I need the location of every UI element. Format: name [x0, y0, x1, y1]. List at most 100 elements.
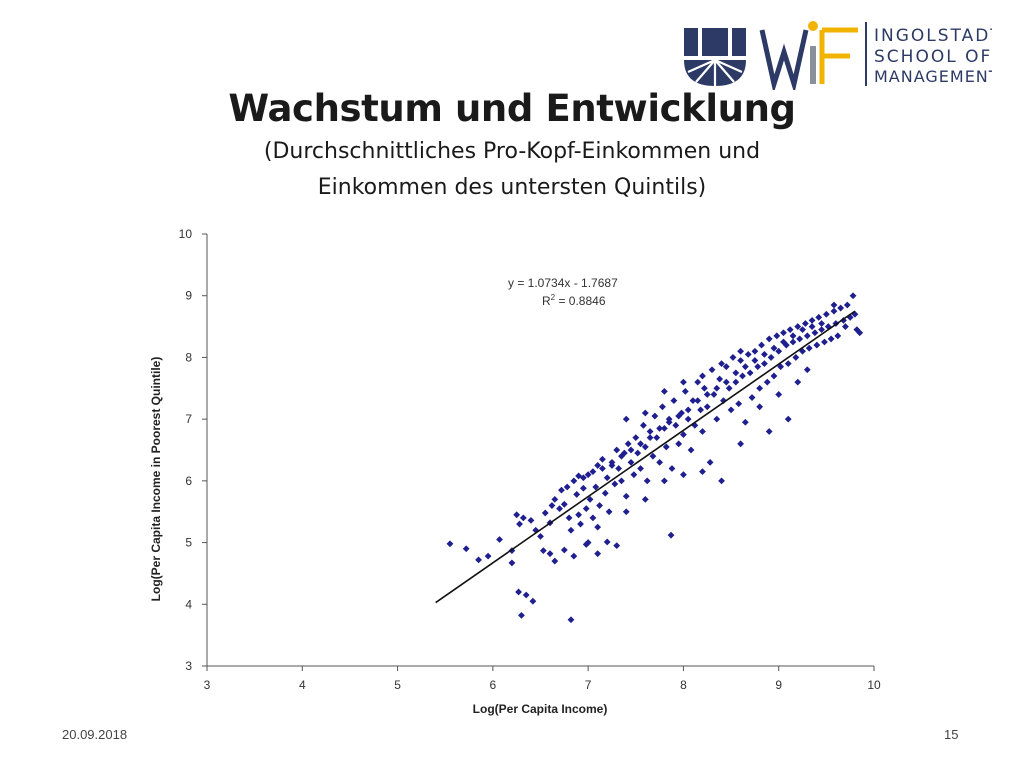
- data-point: [803, 366, 811, 374]
- data-point: [594, 462, 602, 469]
- data-point: [763, 378, 771, 386]
- data-point: [618, 477, 625, 485]
- data-point: [700, 384, 708, 392]
- data-point: [656, 425, 664, 432]
- data-point: [720, 397, 727, 405]
- data-point: [611, 480, 619, 488]
- logo-divider: [865, 22, 867, 86]
- data-point: [665, 418, 673, 426]
- data-point: [689, 397, 697, 405]
- data-point: [541, 509, 549, 517]
- data-point: [694, 397, 702, 405]
- data-point: [560, 546, 568, 554]
- data-point: [808, 323, 816, 330]
- footer-date: 20.09.2018: [62, 727, 128, 742]
- data-point: [741, 418, 749, 426]
- data-point: [516, 520, 523, 528]
- data-point: [537, 533, 544, 540]
- data-point: [808, 317, 816, 324]
- data-point: [718, 477, 725, 485]
- data-point: [770, 344, 778, 352]
- data-point: [746, 369, 754, 377]
- data-point: [519, 514, 527, 522]
- y-tick-label: 9: [185, 289, 192, 303]
- logo-text-line-1: INGOLSTADT: [874, 26, 992, 46]
- data-point: [680, 378, 687, 386]
- data-point: [567, 616, 575, 624]
- data-point: [599, 455, 606, 463]
- logo-text-line-2: SCHOOL OF: [874, 47, 992, 67]
- y-tick-label: 5: [185, 536, 192, 550]
- data-point: [722, 363, 730, 371]
- y-tick-label: 7: [185, 412, 192, 426]
- data-point: [496, 536, 503, 543]
- data-point: [805, 344, 813, 352]
- x-axis-label: Log(Per Capita Income): [473, 702, 608, 716]
- data-point: [575, 511, 583, 519]
- school-logo: INGOLSTADT SCHOOL OF MANAGEMENT: [682, 16, 992, 90]
- data-point: [710, 391, 718, 398]
- chart-axes: 3 4 5 6 7 8 9 10 3 4 5 6 7 8 9 10: [179, 227, 881, 692]
- data-point: [637, 440, 644, 448]
- data-point: [756, 384, 764, 392]
- y-tick-label: 10: [179, 227, 193, 241]
- data-point: [522, 591, 530, 599]
- data-point: [737, 357, 744, 364]
- data-point: [754, 363, 762, 371]
- data-point: [684, 406, 692, 414]
- data-point: [737, 347, 744, 355]
- data-point: [630, 471, 638, 479]
- data-point: [811, 329, 819, 337]
- data-point: [713, 384, 721, 392]
- x-tick-label: 8: [680, 678, 687, 692]
- data-point: [613, 542, 621, 550]
- data-point: [475, 556, 482, 564]
- data-point: [775, 391, 783, 398]
- r-squared-label: R2 = 0.8846: [542, 293, 606, 308]
- data-point: [703, 403, 711, 411]
- data-point: [558, 486, 565, 494]
- data-point: [684, 415, 692, 423]
- data-point: [660, 425, 668, 432]
- data-point: [586, 495, 594, 503]
- data-point: [659, 403, 666, 411]
- chart-points: [446, 292, 864, 624]
- y-tick-label: 3: [185, 659, 192, 673]
- data-point: [748, 394, 756, 401]
- data-point: [589, 514, 597, 522]
- data-point: [603, 538, 611, 546]
- x-tick-label: 9: [775, 678, 782, 692]
- data-point: [570, 552, 578, 560]
- data-point: [818, 320, 825, 327]
- data-point: [584, 539, 592, 546]
- data-point: [767, 354, 775, 361]
- data-point: [681, 387, 689, 395]
- data-point: [737, 440, 744, 448]
- data-point: [508, 547, 516, 554]
- chart-annotation: y = 1.0734x - 1.7687 R2 = 0.8846: [508, 276, 618, 308]
- data-point: [792, 354, 800, 361]
- x-tick-label: 6: [490, 678, 497, 692]
- data-point: [660, 387, 668, 395]
- data-point: [662, 443, 670, 451]
- data-point: [656, 458, 664, 466]
- data-point: [584, 471, 592, 479]
- data-point: [653, 434, 661, 442]
- data-point: [484, 552, 492, 560]
- data-point: [830, 301, 838, 309]
- data-point: [842, 323, 849, 330]
- data-point: [703, 391, 711, 398]
- wif-mark: [759, 21, 858, 90]
- data-point: [527, 516, 535, 524]
- x-tick-label: 3: [204, 678, 211, 692]
- data-point: [675, 412, 683, 420]
- scatter-chart: 3 4 5 6 7 8 9 10 3 4 5 6 7 8 9 10 y = 1.0734x - 1.7687 …: [140, 216, 900, 720]
- data-point: [818, 326, 825, 334]
- data-point: [761, 360, 768, 367]
- data-point: [627, 446, 635, 454]
- data-point: [596, 502, 603, 509]
- data-point: [513, 511, 521, 519]
- data-point: [713, 415, 721, 423]
- scatter-chart-svg: 3 4 5 6 7 8 9 10 3 4 5 6 7 8 9 10 y = 1.0734x - 1.7687 …: [149, 227, 881, 716]
- data-point: [508, 559, 516, 567]
